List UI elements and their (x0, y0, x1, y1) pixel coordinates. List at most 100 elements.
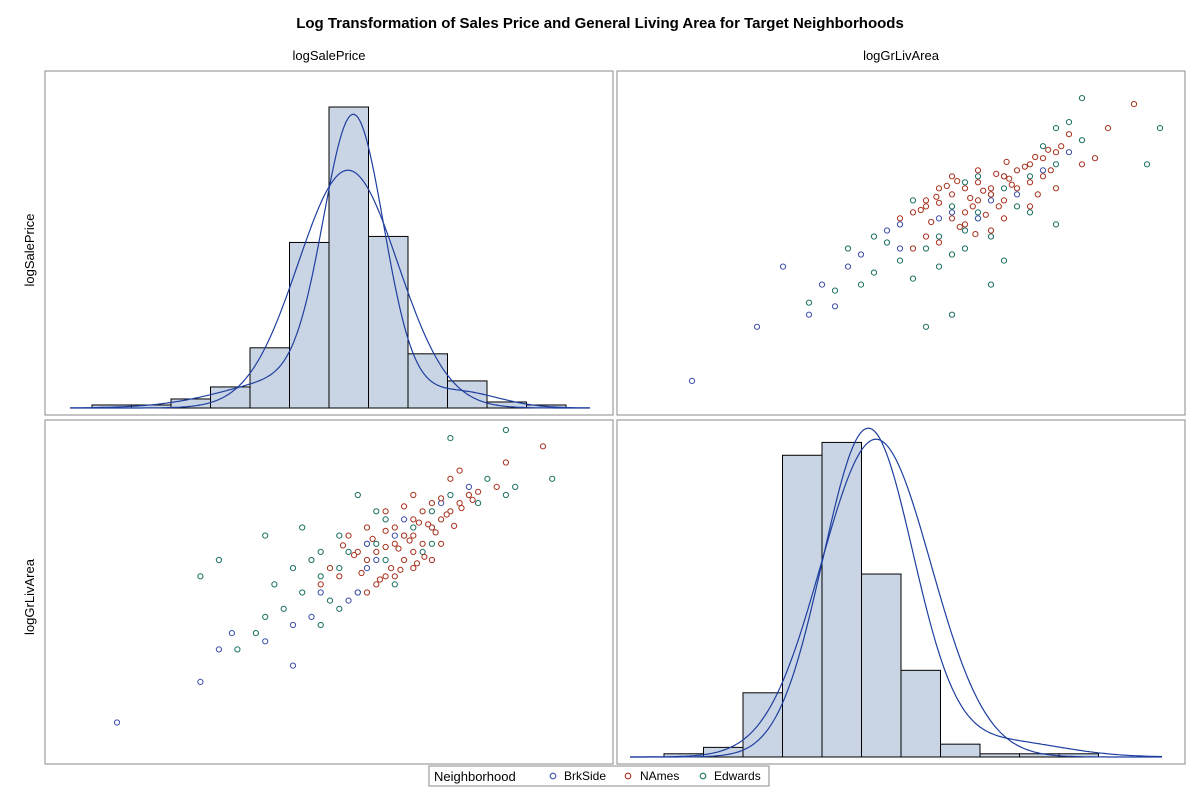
point-names (974, 179, 982, 186)
point-edwards (935, 263, 943, 270)
point-brkside (753, 323, 761, 330)
histogram-bar (861, 573, 902, 758)
histogram-bar (979, 753, 1020, 758)
histogram-logsaleprice (70, 106, 590, 409)
point-names (382, 508, 389, 515)
point-names (456, 467, 463, 474)
histogram-bar (900, 669, 941, 758)
point-names (373, 548, 380, 556)
point-edwards (831, 287, 839, 294)
point-brkside (354, 589, 361, 596)
point-names (922, 203, 930, 210)
point-edwards (262, 532, 269, 539)
point-names (1026, 203, 1034, 210)
point-edwards (299, 589, 306, 596)
point-names (391, 573, 398, 580)
point-edwards (857, 281, 865, 288)
point-names (469, 496, 476, 503)
point-brkside (228, 630, 235, 637)
point-names (1052, 185, 1060, 192)
point-edwards (373, 540, 380, 547)
point-names (425, 521, 432, 528)
point-names (382, 543, 389, 551)
kernel-density-curve (70, 113, 590, 409)
point-names (961, 209, 969, 216)
point-brkside (262, 638, 269, 645)
point-names (475, 488, 482, 495)
point-names (928, 218, 935, 226)
legend-marker-edwards (699, 772, 707, 780)
histogram-bar (368, 235, 409, 409)
point-names (401, 532, 408, 539)
point-brkside (1065, 149, 1073, 156)
point-names (1032, 153, 1039, 161)
point-edwards (271, 581, 278, 588)
point-edwards (410, 524, 417, 531)
point-names (410, 491, 417, 499)
point-edwards (870, 269, 878, 276)
point-brkside (805, 311, 813, 318)
point-names (917, 206, 924, 214)
point-names (363, 524, 371, 531)
point-brkside (215, 646, 222, 653)
point-names (410, 548, 417, 556)
histogram-bar (782, 454, 823, 758)
point-brkside (896, 221, 904, 228)
point-edwards (844, 245, 852, 252)
legend-title: Neighborhood (434, 769, 516, 784)
point-names (406, 537, 413, 544)
point-names (358, 569, 365, 577)
point-edwards (1065, 119, 1073, 126)
point-edwards (262, 613, 269, 621)
panel-bottom-left (44, 419, 614, 765)
point-names (493, 483, 500, 490)
point-names (421, 553, 428, 560)
point-edwards (289, 565, 297, 572)
point-edwards (948, 251, 956, 258)
point-edwards (909, 275, 917, 282)
point-brkside (113, 719, 121, 726)
point-edwards (1052, 161, 1060, 168)
point-edwards (883, 239, 891, 246)
point-brkside (401, 516, 408, 523)
point-edwards (922, 323, 930, 330)
point-brkside (883, 227, 891, 234)
point-names (391, 524, 398, 531)
point-brkside (896, 245, 904, 252)
point-edwards (447, 435, 454, 442)
point-edwards (1039, 143, 1047, 150)
normal-density-curve (630, 438, 1162, 758)
point-edwards (502, 491, 509, 499)
point-names (401, 556, 408, 564)
legend-frame (428, 765, 770, 787)
point-names (345, 532, 352, 539)
point-names (1065, 131, 1073, 138)
legend-label-names: NAmes (640, 769, 679, 783)
point-edwards (317, 573, 324, 580)
point-edwards (299, 524, 306, 531)
point-names (974, 197, 982, 204)
point-edwards (1078, 95, 1086, 102)
point-brkside (363, 540, 371, 547)
point-names (961, 185, 969, 192)
point-names (1006, 175, 1013, 182)
point-names (410, 532, 417, 539)
point-names (987, 227, 995, 234)
point-brkside (857, 251, 865, 258)
point-names (987, 185, 995, 192)
point-names (351, 552, 358, 559)
point-names (1000, 173, 1008, 180)
point-edwards (1000, 185, 1008, 192)
point-names (1130, 101, 1138, 108)
point-names (410, 516, 417, 523)
point-brkside (935, 215, 943, 222)
point-names (948, 173, 956, 180)
point-names (419, 508, 426, 515)
point-names (954, 178, 961, 185)
point-names (438, 540, 445, 547)
point-edwards (987, 281, 995, 288)
point-edwards (1143, 161, 1151, 168)
histogram-bar (940, 743, 981, 758)
point-names (369, 535, 376, 543)
point-edwards (870, 233, 878, 240)
